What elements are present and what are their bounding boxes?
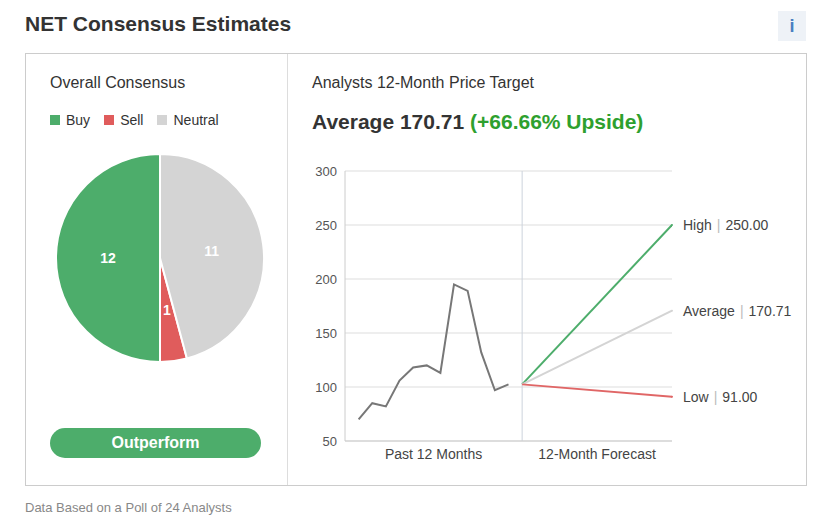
html-text:Analysts 12-Month Price Target: Analysts 12-Month Price Target <box>312 74 534 91</box>
svg-text:Past 12 Months: Past 12 Months <box>385 446 482 462</box>
html-text:Neutral: Neutral <box>173 112 219 128</box>
svg-text:100: 100 <box>315 380 337 395</box>
svg-text:High|250.00: High|250.00 <box>683 217 768 233</box>
svg-text:300: 300 <box>315 164 337 179</box>
svg-text:200: 200 <box>315 272 337 287</box>
svg-text:Average|170.71: Average|170.71 <box>683 303 792 319</box>
svg-text:1: 1 <box>163 302 171 318</box>
html-text:Overall Consensus: Overall Consensus <box>50 74 186 91</box>
html-text:i: i <box>789 15 795 36</box>
html-text:Average 170.71 (+66.66% Upside: Average 170.71 (+66.66% Upside) <box>312 110 644 133</box>
svg-text:12: 12 <box>100 250 116 266</box>
svg-text:250: 250 <box>315 218 337 233</box>
html-text:NET Consensus Estimates: NET Consensus Estimates <box>25 12 292 35</box>
svg-text:50: 50 <box>323 434 337 449</box>
html-text:Outperform: Outperform <box>111 434 200 451</box>
svg-text:12-Month Forecast: 12-Month Forecast <box>538 446 656 462</box>
html-text:Buy: Buy <box>66 112 91 128</box>
html-text:Data Based on a Poll of 24 Ana: Data Based on a Poll of 24 Analysts <box>25 500 232 515</box>
svg-text:11: 11 <box>204 243 219 259</box>
svg-text:150: 150 <box>315 326 337 341</box>
svg-text:Low|91.00: Low|91.00 <box>683 389 758 405</box>
html-text:Sell: Sell <box>120 112 144 128</box>
